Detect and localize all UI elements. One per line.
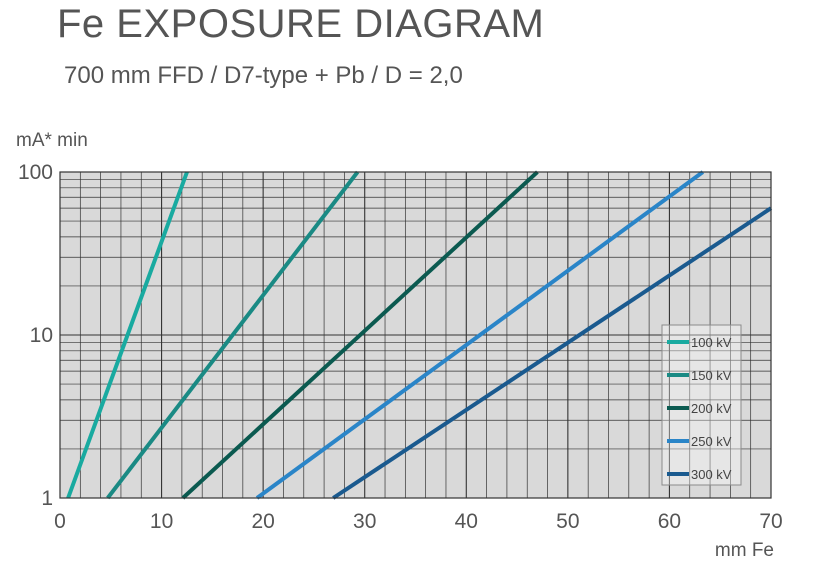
x-tick-label: 60 — [658, 510, 681, 533]
legend: 100 kV 150 kV 200 kV 250 kV 300 kV — [661, 324, 742, 486]
chart-title: Fe EXPOSURE DIAGRAM — [57, 2, 545, 46]
y-tick-label: 1 — [41, 487, 53, 510]
x-tick-label: 20 — [251, 510, 274, 533]
y-tick-label: 10 — [30, 324, 53, 347]
x-axis-label: mm Fe — [715, 540, 774, 561]
legend-label: 300 kV — [691, 467, 732, 482]
y-axis-label: mA* min — [16, 130, 88, 151]
series-line-300-kv — [332, 206, 773, 500]
legend-label: 150 kV — [691, 368, 732, 383]
legend-label: 250 kV — [691, 434, 732, 449]
series-line-150-kv — [106, 170, 360, 500]
x-tick-label: 40 — [455, 510, 478, 533]
series-line-200-kv — [181, 170, 539, 500]
x-tick-label: 70 — [759, 510, 782, 533]
plot-frame — [59, 171, 772, 499]
legend-label: 100 kV — [691, 335, 732, 350]
legend-label: 200 kV — [691, 401, 732, 416]
series-line-100-kv — [66, 171, 189, 499]
x-axis-ticks: 0 10 20 30 40 50 60 70 — [54, 510, 783, 533]
x-tick-label: 30 — [353, 510, 376, 533]
x-tick-label: 0 — [54, 510, 66, 533]
grid — [60, 172, 771, 498]
x-tick-label: 10 — [150, 510, 173, 533]
series-lines — [66, 170, 773, 500]
x-tick-label: 50 — [556, 510, 579, 533]
y-tick-label: 100 — [18, 161, 53, 184]
chart-subtitle: 700 mm FFD / D7-type + Pb / D = 2,0 — [64, 62, 463, 89]
y-axis-ticks: 1 10 100 — [18, 161, 53, 510]
series-line-250-kv — [255, 170, 705, 500]
legend-box — [661, 324, 742, 486]
